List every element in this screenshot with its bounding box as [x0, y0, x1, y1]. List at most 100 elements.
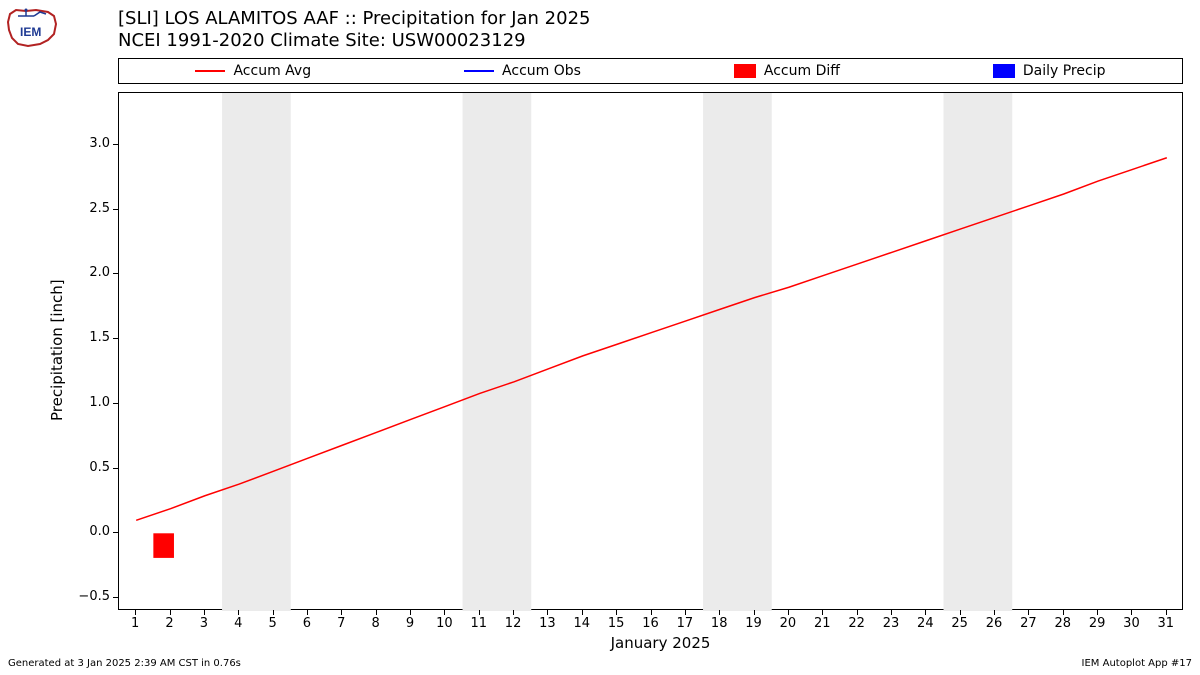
x-tick-label: 18 [707, 616, 731, 631]
x-tick-label: 31 [1154, 616, 1178, 631]
legend-swatch-line [195, 70, 225, 72]
x-tick-label: 12 [501, 616, 525, 631]
legend-label: Daily Precip [1023, 63, 1106, 79]
x-tick [1131, 610, 1132, 615]
x-tick [170, 610, 171, 615]
x-tick [582, 610, 583, 615]
x-tick-label: 17 [673, 616, 697, 631]
y-tick-label: 0.5 [70, 460, 110, 475]
x-tick [479, 610, 480, 615]
x-tick-label: 27 [1016, 616, 1040, 631]
x-tick [273, 610, 274, 615]
x-tick [547, 610, 548, 615]
y-tick-label: 1.5 [70, 330, 110, 345]
x-tick-label: 26 [982, 616, 1006, 631]
y-tick-label: 2.5 [70, 201, 110, 216]
x-tick-label: 5 [261, 616, 285, 631]
x-tick-label: 21 [810, 616, 834, 631]
y-tick [113, 403, 118, 404]
x-tick [238, 610, 239, 615]
x-tick-label: 19 [742, 616, 766, 631]
y-tick-label: 2.0 [70, 265, 110, 280]
x-tick-label: 9 [398, 616, 422, 631]
y-tick-label: 0.0 [70, 524, 110, 539]
y-tick [113, 209, 118, 210]
y-tick-label: 3.0 [70, 136, 110, 151]
x-tick [1028, 610, 1029, 615]
y-tick [113, 468, 118, 469]
x-tick [994, 610, 995, 615]
x-tick [307, 610, 308, 615]
footer-app: IEM Autoplot App #17 [1082, 658, 1192, 669]
x-tick-label: 16 [639, 616, 663, 631]
iem-logo: IEM [6, 6, 58, 48]
x-tick [444, 610, 445, 615]
legend-item: Accum Obs [464, 63, 581, 79]
x-tick [788, 610, 789, 615]
x-tick-label: 15 [604, 616, 628, 631]
x-tick [1063, 610, 1064, 615]
legend-label: Accum Obs [502, 63, 581, 79]
x-tick-label: 23 [879, 616, 903, 631]
x-tick-label: 6 [295, 616, 319, 631]
x-tick [616, 610, 617, 615]
y-tick [113, 532, 118, 533]
plot-svg [119, 93, 1184, 611]
legend-swatch-rect [734, 64, 756, 78]
x-tick [341, 610, 342, 615]
svg-text:IEM: IEM [20, 25, 41, 39]
x-tick-label: 4 [226, 616, 250, 631]
x-tick [719, 610, 720, 615]
x-tick-label: 2 [158, 616, 182, 631]
x-tick-label: 24 [913, 616, 937, 631]
x-tick-label: 10 [432, 616, 456, 631]
x-tick-label: 13 [535, 616, 559, 631]
x-tick [822, 610, 823, 615]
x-tick [960, 610, 961, 615]
x-tick-label: 25 [948, 616, 972, 631]
chart-title-line2: NCEI 1991-2020 Climate Site: USW00023129 [118, 30, 526, 52]
legend-swatch-line [464, 70, 494, 72]
x-tick-label: 20 [776, 616, 800, 631]
legend-swatch-rect [993, 64, 1015, 78]
x-tick [1166, 610, 1167, 615]
y-tick-label: 1.0 [70, 395, 110, 410]
y-tick [113, 597, 118, 598]
x-tick-label: 14 [570, 616, 594, 631]
y-tick [113, 144, 118, 145]
x-tick-label: 11 [467, 616, 491, 631]
legend-item: Accum Avg [195, 63, 311, 79]
x-tick-label: 7 [329, 616, 353, 631]
legend-label: Accum Avg [233, 63, 311, 79]
x-tick [135, 610, 136, 615]
x-tick-label: 29 [1085, 616, 1109, 631]
x-tick [925, 610, 926, 615]
x-tick [651, 610, 652, 615]
y-axis-label: Precipitation [inch] [48, 279, 66, 421]
x-tick [857, 610, 858, 615]
x-tick-label: 28 [1051, 616, 1075, 631]
x-tick [513, 610, 514, 615]
footer-generated: Generated at 3 Jan 2025 2:39 AM CST in 0… [8, 658, 241, 669]
y-tick-label: −0.5 [70, 589, 110, 604]
plot-area [118, 92, 1183, 610]
legend-label: Accum Diff [764, 63, 840, 79]
x-tick [204, 610, 205, 615]
y-tick [113, 338, 118, 339]
chart-title-line1: [SLI] LOS ALAMITOS AAF :: Precipitation … [118, 8, 590, 30]
x-tick-label: 8 [364, 616, 388, 631]
y-tick [113, 273, 118, 274]
x-tick [685, 610, 686, 615]
x-axis-label: January 2025 [601, 634, 721, 652]
x-tick-label: 22 [845, 616, 869, 631]
x-tick-label: 1 [123, 616, 147, 631]
legend-item: Daily Precip [993, 63, 1106, 79]
x-tick-label: 30 [1119, 616, 1143, 631]
x-tick [410, 610, 411, 615]
x-tick-label: 3 [192, 616, 216, 631]
legend-box: Accum Avg Accum Obs Accum Diff Daily Precip [118, 58, 1183, 84]
x-tick [376, 610, 377, 615]
x-tick [891, 610, 892, 615]
legend-item: Accum Diff [734, 63, 840, 79]
x-tick [1097, 610, 1098, 615]
